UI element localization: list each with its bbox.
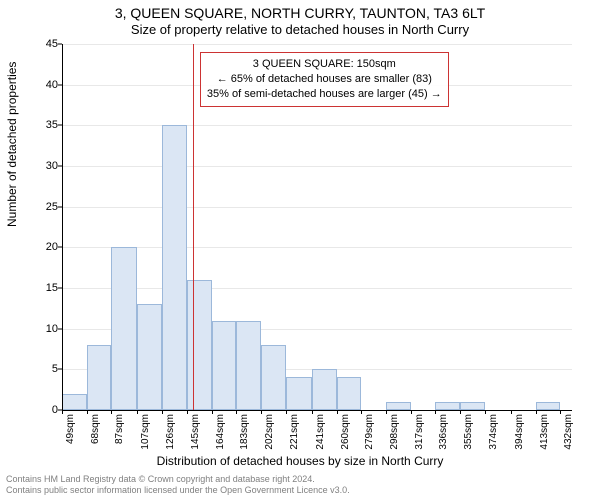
x-axis-line — [62, 410, 572, 411]
histogram-bar — [212, 321, 237, 410]
y-tick-label: 5 — [38, 363, 58, 375]
x-tick-mark — [386, 410, 387, 414]
y-tick-mark — [58, 206, 62, 207]
histogram-bar — [137, 304, 162, 410]
x-tick-label: 355sqm — [463, 414, 474, 450]
y-tick-mark — [58, 125, 62, 126]
annotation-line: 3 QUEEN SQUARE: 150sqm — [207, 57, 442, 72]
x-tick-mark — [187, 410, 188, 414]
x-tick-mark — [261, 410, 262, 414]
x-tick-mark — [536, 410, 537, 414]
y-tick-label: 20 — [38, 241, 58, 253]
histogram-bar — [312, 369, 337, 410]
x-tick-mark — [361, 410, 362, 414]
gridline — [62, 207, 572, 208]
y-tick-label: 0 — [38, 404, 58, 416]
x-tick-label: 49sqm — [65, 414, 76, 444]
histogram-bar — [111, 247, 137, 410]
y-tick-label: 30 — [38, 160, 58, 172]
x-tick-label: 260sqm — [340, 414, 351, 450]
histogram-bar — [187, 280, 212, 410]
y-tick-label: 35 — [38, 119, 58, 131]
x-tick-label: 107sqm — [140, 414, 151, 450]
y-axis-label: Number of detached properties — [5, 62, 19, 227]
y-tick-label: 45 — [38, 38, 58, 50]
y-tick-mark — [58, 328, 62, 329]
annotation-line: ← 65% of detached houses are smaller (83… — [207, 72, 442, 87]
gridline — [62, 125, 572, 126]
y-tick-label: 40 — [38, 79, 58, 91]
x-tick-label: 279sqm — [364, 414, 375, 450]
footer-line1: Contains HM Land Registry data © Crown c… — [6, 474, 315, 484]
x-tick-mark — [286, 410, 287, 414]
x-tick-mark — [312, 410, 313, 414]
reference-line — [193, 44, 194, 410]
x-tick-label: 298sqm — [389, 414, 400, 450]
y-tick-mark — [58, 166, 62, 167]
y-tick-mark — [58, 44, 62, 45]
x-tick-mark — [560, 410, 561, 414]
y-tick-label: 15 — [38, 282, 58, 294]
x-tick-label: 317sqm — [414, 414, 425, 450]
x-tick-mark — [236, 410, 237, 414]
y-tick-label: 25 — [38, 201, 58, 213]
x-tick-label: 68sqm — [90, 414, 101, 444]
y-tick-mark — [58, 288, 62, 289]
x-tick-label: 202sqm — [264, 414, 275, 450]
gridline — [62, 166, 572, 167]
x-tick-mark — [162, 410, 163, 414]
histogram-bar — [536, 402, 561, 410]
x-tick-mark — [411, 410, 412, 414]
histogram-bar — [435, 402, 460, 410]
x-tick-mark — [87, 410, 88, 414]
x-tick-mark — [111, 410, 112, 414]
y-tick-label: 10 — [38, 323, 58, 335]
footer-line2: Contains public sector information licen… — [6, 485, 350, 495]
footer-credit: Contains HM Land Registry data © Crown c… — [6, 474, 350, 496]
x-tick-label: 413sqm — [539, 414, 550, 450]
y-tick-mark — [58, 247, 62, 248]
histogram-bar — [460, 402, 485, 410]
x-tick-label: 394sqm — [514, 414, 525, 450]
x-tick-label: 336sqm — [438, 414, 449, 450]
histogram-bar — [87, 345, 112, 410]
histogram-bar — [286, 377, 312, 410]
x-tick-label: 374sqm — [488, 414, 499, 450]
histogram-bar — [236, 321, 261, 410]
y-tick-mark — [58, 369, 62, 370]
x-tick-label: 183sqm — [239, 414, 250, 450]
annotation-box: 3 QUEEN SQUARE: 150sqm← 65% of detached … — [200, 52, 449, 107]
histogram-bar — [261, 345, 286, 410]
histogram-bar — [62, 394, 87, 410]
chart-title-sub: Size of property relative to detached ho… — [0, 22, 600, 37]
chart-title-main: 3, QUEEN SQUARE, NORTH CURRY, TAUNTON, T… — [0, 5, 600, 21]
x-tick-label: 432sqm — [563, 414, 574, 450]
x-axis-label: Distribution of detached houses by size … — [0, 454, 600, 468]
histogram-bar — [162, 125, 187, 410]
x-tick-mark — [337, 410, 338, 414]
x-tick-mark — [485, 410, 486, 414]
x-tick-mark — [511, 410, 512, 414]
plot-area: 3 QUEEN SQUARE: 150sqm← 65% of detached … — [62, 44, 572, 410]
x-tick-label: 126sqm — [165, 414, 176, 450]
gridline — [62, 288, 572, 289]
x-tick-label: 221sqm — [289, 414, 300, 450]
x-tick-label: 241sqm — [315, 414, 326, 450]
x-tick-mark — [212, 410, 213, 414]
histogram-bar — [386, 402, 411, 410]
x-tick-mark — [460, 410, 461, 414]
x-tick-mark — [137, 410, 138, 414]
x-tick-label: 145sqm — [190, 414, 201, 450]
histogram-bar — [337, 377, 362, 410]
x-tick-label: 164sqm — [215, 414, 226, 450]
gridline — [62, 247, 572, 248]
x-tick-label: 87sqm — [114, 414, 125, 444]
x-tick-mark — [62, 410, 63, 414]
x-tick-mark — [435, 410, 436, 414]
gridline — [62, 44, 572, 45]
annotation-line: 35% of semi-detached houses are larger (… — [207, 87, 442, 102]
y-axis-line — [62, 44, 63, 410]
y-tick-mark — [58, 84, 62, 85]
